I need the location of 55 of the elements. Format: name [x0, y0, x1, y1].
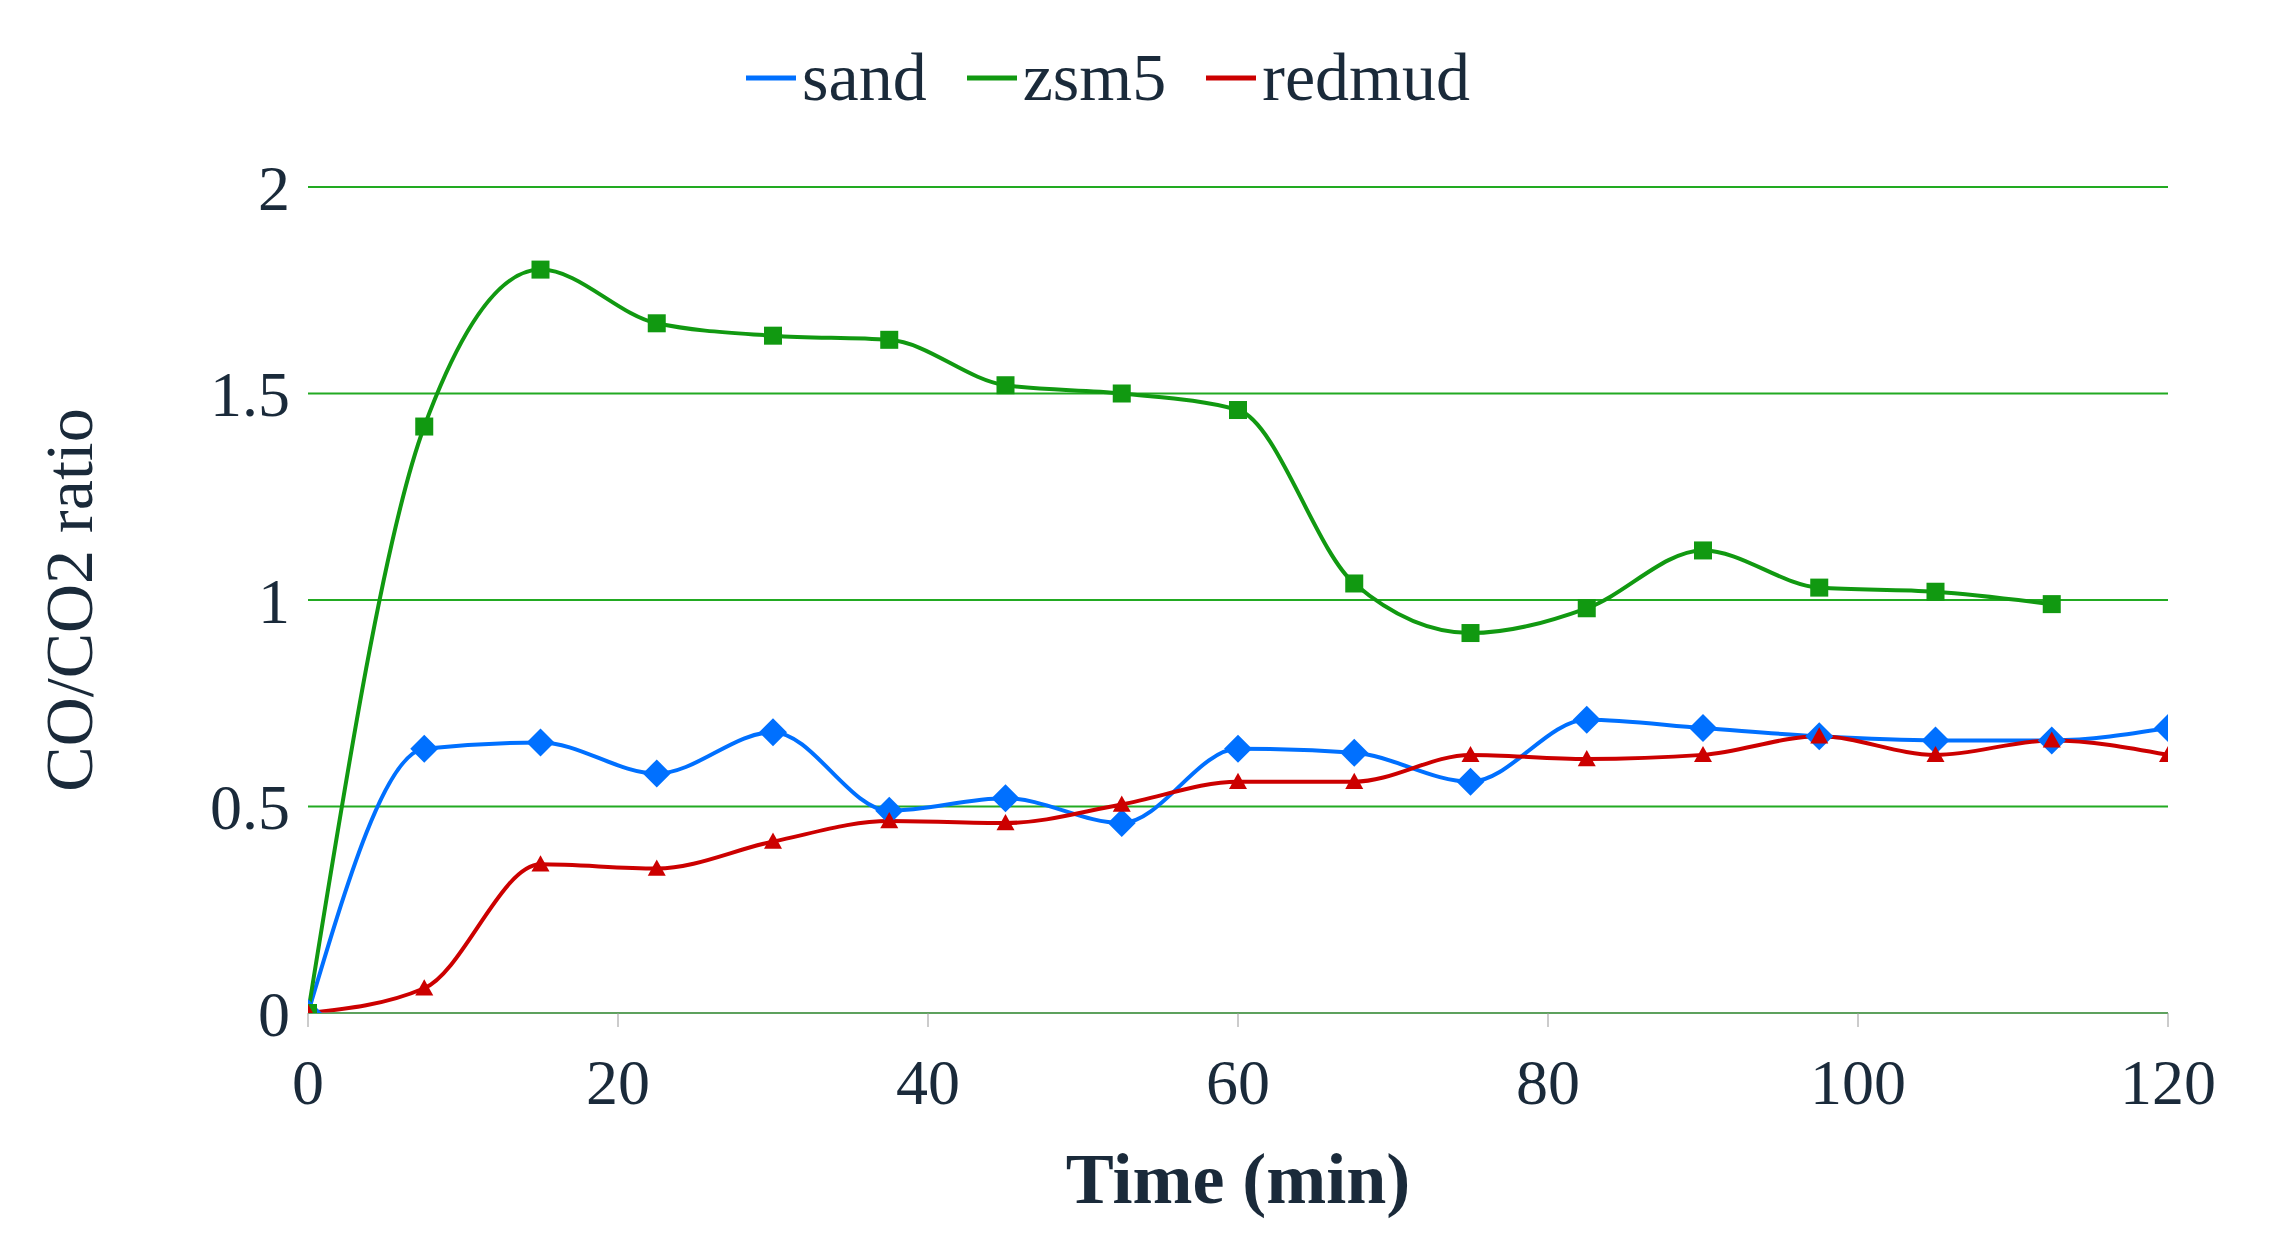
- point: [1577, 750, 1596, 767]
- point: [1107, 809, 1136, 838]
- point: [1694, 541, 1712, 560]
- y-tick-label: 0: [258, 978, 290, 1050]
- point: [647, 859, 666, 876]
- point: [2042, 595, 2061, 614]
- point: [1694, 745, 1712, 763]
- x-tick-label: 40: [896, 1047, 960, 1119]
- point: [991, 784, 1020, 813]
- point: [410, 734, 439, 763]
- point: [415, 979, 434, 996]
- y-tick-label: 0.5: [210, 772, 290, 844]
- x-tick-label: 120: [2120, 1047, 2216, 1119]
- point: [531, 260, 550, 279]
- point: [1224, 734, 1252, 763]
- point: [880, 330, 899, 349]
- point: [642, 759, 671, 788]
- y-tick-label: 2: [258, 152, 290, 224]
- point: [764, 326, 782, 345]
- point: [1461, 745, 1480, 763]
- point: [1577, 599, 1596, 618]
- legend-label: zsm5: [1021, 38, 1167, 117]
- x-tick-label: 20: [586, 1047, 650, 1119]
- point: [1926, 582, 1945, 601]
- x-axis-title: Time (min): [1065, 1139, 1411, 1219]
- point: [1229, 401, 1247, 420]
- x-tick-label: 100: [1810, 1047, 1906, 1119]
- point: [759, 718, 787, 747]
- point: [647, 314, 666, 333]
- point: [1689, 714, 1717, 743]
- point: [531, 855, 550, 872]
- x-tick-label: 60: [1206, 1047, 1270, 1119]
- point: [880, 811, 899, 829]
- point: [764, 832, 782, 849]
- point: [1345, 574, 1364, 593]
- point: [1456, 767, 1485, 796]
- y-axis-title: CO/CO2 ratio: [31, 408, 108, 792]
- point: [996, 814, 1015, 831]
- point: [1340, 738, 1369, 767]
- point: [1926, 745, 1945, 763]
- point: [415, 417, 434, 436]
- point: [1572, 705, 1601, 734]
- y-tick-label: 1: [258, 565, 290, 637]
- point: [1229, 772, 1247, 789]
- legend-label: redmud: [1261, 38, 1470, 117]
- point: [996, 376, 1015, 395]
- point: [1345, 772, 1364, 789]
- point: [1112, 795, 1131, 812]
- point: [1810, 578, 1829, 597]
- point: [1112, 384, 1131, 403]
- point: [526, 728, 555, 757]
- legend-label: sand: [801, 38, 927, 117]
- x-tick-label: 80: [1516, 1047, 1580, 1119]
- y-tick-label: 1.5: [210, 359, 290, 431]
- point: [1461, 624, 1480, 643]
